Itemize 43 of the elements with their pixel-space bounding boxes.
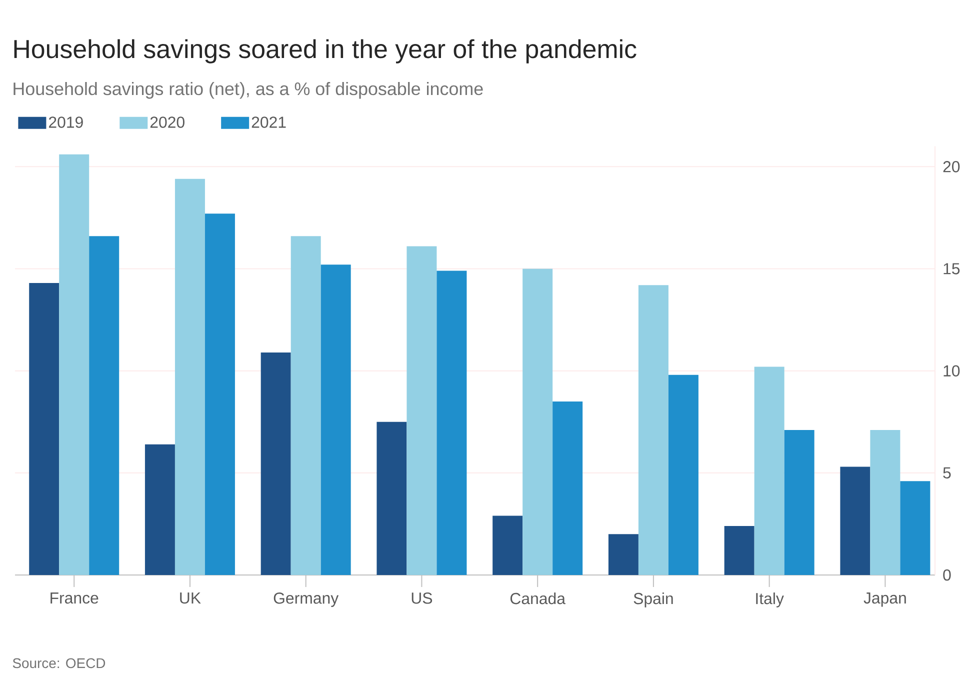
x-tick-label: UK [180,592,201,604]
legend-label: 2019 [48,116,83,128]
bar [260,352,291,575]
legend-label: 2021 [252,116,286,128]
bar [840,466,870,575]
x-tick-label: Canada [510,592,566,604]
bar [29,283,60,575]
bar [290,236,321,575]
bar [608,534,638,575]
bar [376,422,407,575]
bar [668,374,698,575]
bar [870,430,900,575]
chart-title: Household savings soared in the year of the pandemic [14,39,636,64]
x-tick-label: Spain [634,592,673,608]
bar [724,526,754,575]
y-tick-label: 10 [944,365,960,376]
bar [900,481,930,575]
bar [204,214,235,575]
bar [784,430,814,575]
legend-label: 2020 [150,116,184,128]
x-tick-label: Japan [864,592,906,607]
bar [89,236,120,575]
bar [406,246,437,575]
bar [638,285,668,575]
y-tick-label: 5 [943,467,951,478]
bar [522,268,553,575]
x-tick-label: France [50,592,98,604]
source-note: Source: OECD [12,658,106,668]
bar [320,264,351,575]
bar [174,178,205,575]
bar [552,401,583,575]
bar [144,444,175,575]
x-tick-label: Italy [756,592,784,608]
chart-subtitle: Household savings ratio (net), as a % of disposable income [14,82,483,99]
bar [754,366,784,575]
bar [59,154,90,575]
y-tick-label: 0 [943,569,951,581]
y-tick-label: 15 [944,263,960,274]
bar [492,516,523,575]
x-tick-label: US [412,592,432,604]
x-tick-label: Germany [274,592,339,607]
y-tick-label: 20 [943,161,960,172]
bar [436,270,467,575]
